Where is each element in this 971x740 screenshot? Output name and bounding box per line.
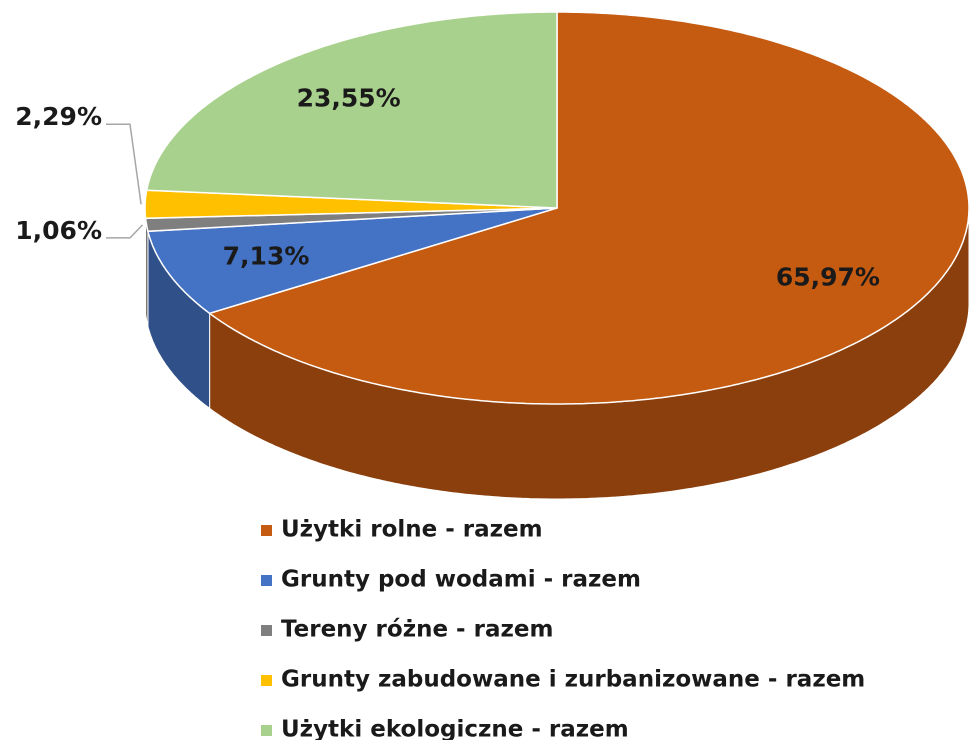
value-label: 1,06% bbox=[15, 216, 102, 245]
value-label: 2,29% bbox=[15, 102, 102, 131]
legend-label: Grunty zabudowane i zurbanizowane - raze… bbox=[281, 667, 865, 693]
slice bbox=[145, 11, 558, 209]
leader-line bbox=[106, 123, 142, 205]
legend-swatch bbox=[261, 625, 272, 636]
legend-label: Grunty pod wodami - razem bbox=[281, 567, 641, 593]
slice bbox=[144, 189, 558, 220]
slice bbox=[146, 207, 558, 315]
value-label: 7,13% bbox=[223, 241, 310, 270]
slice-side bbox=[144, 208, 147, 314]
legend-swatch bbox=[261, 725, 272, 736]
slice bbox=[144, 207, 558, 233]
value-label: 65,97% bbox=[776, 263, 880, 292]
legend-label: Użytki rolne - razem bbox=[281, 517, 543, 543]
legend-swatch bbox=[261, 675, 272, 686]
value-label: 23,55% bbox=[297, 83, 401, 112]
legend-label: Użytki ekologiczne - razem bbox=[281, 717, 629, 740]
leader-line bbox=[106, 224, 144, 239]
slice bbox=[207, 11, 970, 405]
legend-swatch bbox=[261, 525, 272, 536]
legend-label: Tereny różne - razem bbox=[281, 617, 553, 643]
legend-swatch bbox=[261, 575, 272, 586]
